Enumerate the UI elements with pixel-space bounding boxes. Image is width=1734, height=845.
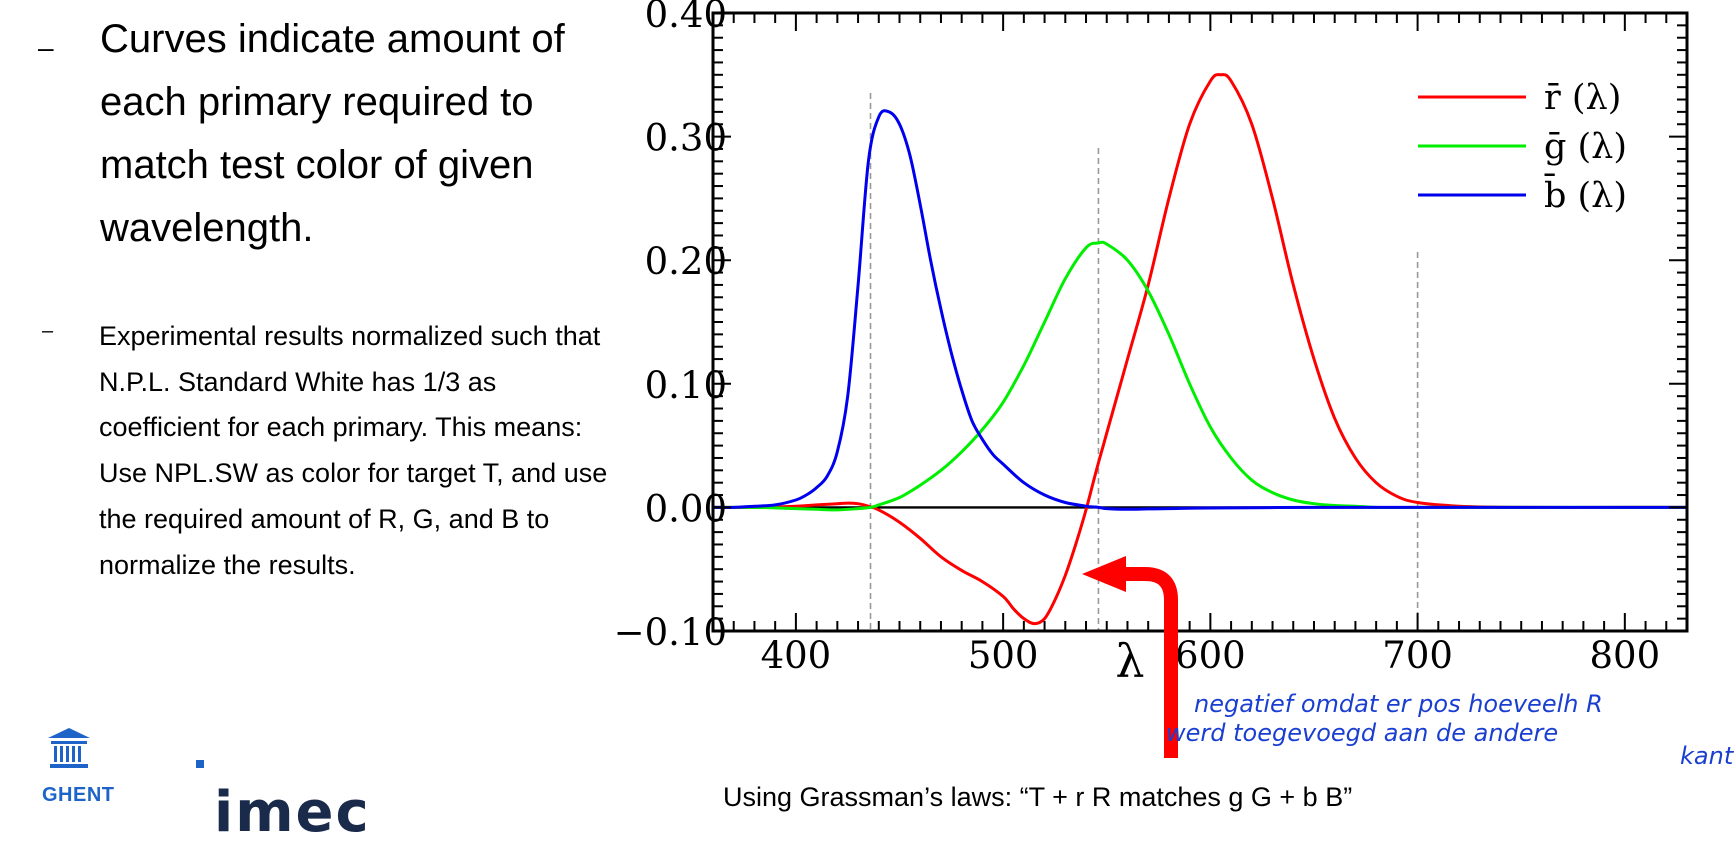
handwritten-note-line-1: negatief omdat er pos hoeveelh R bbox=[1194, 690, 1603, 718]
legend: r̄ (λ) ḡ (λ) b̄ (λ) bbox=[1418, 78, 1627, 216]
bullet-2-text: Experimental results normalized such tha… bbox=[99, 321, 608, 580]
bullet-1-dash: – bbox=[38, 32, 54, 63]
legend-label-2: b̄ (λ) bbox=[1544, 172, 1627, 216]
x-tick-label: 800 bbox=[1590, 634, 1661, 677]
reference-lines bbox=[869, 93, 1419, 631]
imec-logo-dot bbox=[196, 760, 204, 768]
tick-labels: 400 500 600 700 800 −0.10 0.00 0.10 0.20 0.30 0.40 bbox=[614, 0, 1661, 677]
x-axis-label: λ bbox=[1115, 634, 1144, 688]
series-line-2 bbox=[712, 109, 1687, 511]
y-tick-label: 0.20 bbox=[645, 240, 727, 283]
bullet-2-dash: – bbox=[42, 320, 54, 342]
x-tick-label: 500 bbox=[968, 634, 1039, 677]
red-arrow-shaft bbox=[1120, 567, 1178, 758]
legend-label-0: r̄ (λ) bbox=[1544, 78, 1621, 118]
handwritten-note-line-2: werd toegevoegd aan de andere bbox=[1166, 719, 1558, 747]
axis-ticks bbox=[712, 12, 1688, 632]
ghent-logo-text: GHENT bbox=[42, 784, 115, 806]
y-tick-label: −0.10 bbox=[614, 611, 727, 654]
footer-caption: Using Grassman’s laws: “T + r R matches … bbox=[723, 782, 1353, 812]
bullet-1-text: Curves indicate amount of each primary r… bbox=[100, 17, 565, 250]
legend-label-1: ḡ (λ) bbox=[1544, 127, 1627, 167]
series-line-1 bbox=[712, 240, 1687, 512]
y-tick-label: 0.30 bbox=[645, 117, 727, 160]
y-tick-label: 0.10 bbox=[645, 364, 727, 407]
y-tick-label: 0.00 bbox=[645, 487, 727, 530]
x-tick-label: 700 bbox=[1382, 634, 1453, 677]
x-tick-label: 600 bbox=[1175, 634, 1246, 677]
ghent-building-icon bbox=[48, 728, 90, 768]
red-arrow-head bbox=[1082, 556, 1126, 592]
series-lines bbox=[712, 73, 1687, 626]
handwritten-note-line-3: kant bbox=[1680, 742, 1734, 770]
color-matching-chart: 400 500 600 700 800 −0.10 0.00 0.10 0.20 0.30 0.40… bbox=[614, 0, 1734, 770]
series-line-0 bbox=[712, 73, 1687, 626]
x-tick-label: 400 bbox=[761, 634, 832, 677]
y-tick-label: 0.40 bbox=[645, 0, 727, 36]
plot-frame bbox=[711, 11, 1689, 633]
